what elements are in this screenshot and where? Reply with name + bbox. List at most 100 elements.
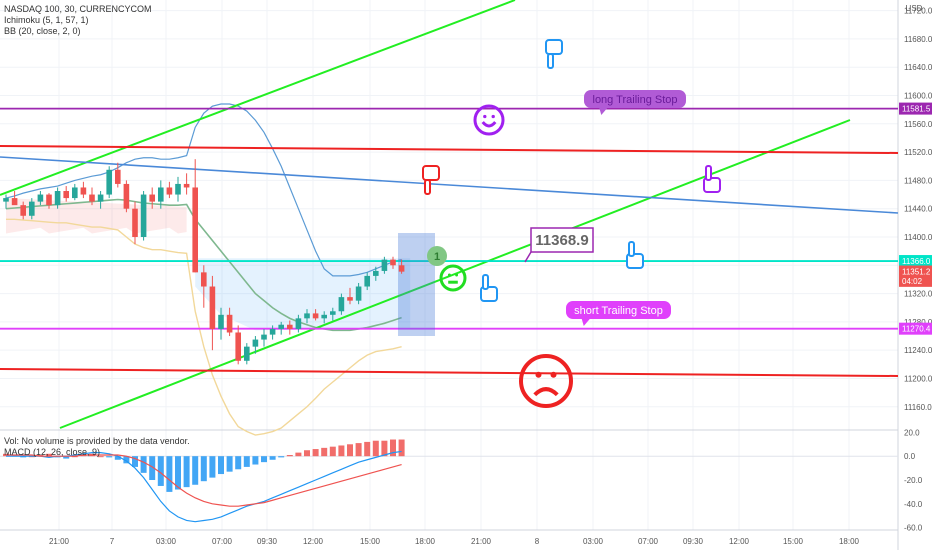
position-box bbox=[398, 233, 435, 336]
currency-label: USD bbox=[906, 4, 923, 13]
macd-histogram-bar bbox=[347, 444, 353, 457]
macd-histogram-bar bbox=[209, 456, 216, 478]
price-tick-label: 11280.0 bbox=[904, 318, 932, 327]
price-tick-label: 11240.0 bbox=[904, 346, 932, 355]
macd-histogram-bar bbox=[132, 456, 138, 467]
time-tick-label: 21:00 bbox=[471, 537, 492, 546]
macd-histogram-bar bbox=[364, 441, 371, 457]
marker-bubble bbox=[427, 246, 447, 266]
macd-signal-line bbox=[6, 454, 402, 507]
time-tick-label: 7 bbox=[110, 537, 115, 546]
sad-face-icon-eye-l bbox=[535, 371, 542, 378]
time-tick-label: 07:00 bbox=[212, 537, 233, 546]
price-label-tag bbox=[899, 255, 932, 268]
time-tick-label: 09:30 bbox=[257, 537, 278, 546]
macd-line bbox=[6, 450, 402, 523]
macd-histogram-bar bbox=[278, 456, 285, 458]
candle-body bbox=[390, 259, 396, 266]
candle-body bbox=[218, 314, 224, 329]
candle-body bbox=[321, 314, 327, 319]
price-label-tag bbox=[899, 322, 932, 335]
price-tick-label: 11320.0 bbox=[904, 290, 932, 299]
neutral-face-icon-eye-l bbox=[447, 273, 451, 277]
hand-pointer-down-icon bbox=[545, 39, 563, 69]
candle-body bbox=[398, 265, 405, 272]
candle-body bbox=[20, 205, 26, 216]
candle-body bbox=[269, 328, 276, 335]
price-callout-box bbox=[530, 227, 594, 253]
sad-face-icon-eye-r bbox=[550, 371, 557, 378]
candle-body bbox=[261, 334, 267, 340]
candle-body bbox=[72, 187, 78, 199]
happy-face-icon-eye-r bbox=[491, 114, 495, 119]
time-tick-label: 09:30 bbox=[683, 537, 704, 546]
candle-body bbox=[132, 208, 138, 237]
hand-pointer-purple-icon bbox=[703, 165, 721, 193]
candle-body bbox=[149, 194, 155, 202]
trendline-lower-green bbox=[59, 119, 851, 429]
macd-histogram-bar bbox=[192, 456, 199, 485]
macd-histogram-bar bbox=[218, 456, 224, 475]
candle-body bbox=[338, 297, 345, 312]
candle-body bbox=[192, 187, 198, 273]
candle-body bbox=[158, 187, 164, 202]
macd-histogram-bar bbox=[106, 456, 113, 458]
macd-histogram-bar bbox=[97, 456, 104, 458]
trendline-blue bbox=[0, 156, 899, 214]
macd-histogram-bar bbox=[398, 439, 405, 457]
candle-body bbox=[278, 324, 284, 329]
macd-title: MACD (12, 26, close, 9) bbox=[4, 447, 101, 457]
time-tick-label: 18:00 bbox=[415, 537, 436, 546]
candle-body bbox=[244, 346, 250, 361]
macd-histogram-bar bbox=[261, 456, 267, 463]
macd-histogram-bar bbox=[157, 456, 164, 486]
candle-body bbox=[355, 286, 362, 301]
indicator-ichimoku: Ichimoku (5, 1, 57, 1) bbox=[4, 15, 89, 25]
marker-bubble-label: 1 bbox=[434, 251, 440, 263]
happy-face-icon-eye-l bbox=[483, 114, 487, 119]
long-stop-callout-box bbox=[584, 90, 686, 108]
price-label-text: 04:02 bbox=[902, 277, 923, 286]
price-label-tag bbox=[899, 102, 932, 115]
macd-histogram-bar bbox=[114, 456, 121, 460]
candle-body bbox=[63, 191, 69, 199]
hand-pointer-down-red-icon bbox=[422, 165, 440, 195]
candle-body bbox=[287, 324, 293, 329]
chart-legend: NASDAQ 100, 30, CURRENCYCOM Ichimoku (5,… bbox=[4, 4, 152, 37]
happy-face-icon bbox=[473, 104, 505, 136]
macd-histogram-bar bbox=[295, 452, 302, 457]
candle-body bbox=[11, 198, 18, 206]
candle-body bbox=[166, 187, 173, 195]
volume-note: Vol: No volume is provided by the data v… bbox=[4, 436, 190, 446]
macd-histogram-bar bbox=[235, 456, 242, 470]
price-label-text: 11581.5 bbox=[902, 105, 931, 114]
price-callout-label: 11368.9 bbox=[535, 232, 588, 249]
hand-pointer-up-icon bbox=[626, 241, 644, 269]
candle-body bbox=[140, 194, 147, 237]
candle-body bbox=[54, 191, 61, 206]
time-tick-label: 21:00 bbox=[49, 537, 70, 546]
neutral-face-icon bbox=[439, 264, 467, 292]
hand-pointer-up-icon-2 bbox=[480, 274, 498, 302]
resistance-red bbox=[0, 145, 899, 154]
macd-tick-label: 0.0 bbox=[904, 452, 916, 461]
short-stop-callout-tail bbox=[581, 319, 590, 326]
happy-face-icon-mouth bbox=[481, 121, 497, 128]
macd-histogram-bar bbox=[312, 449, 319, 457]
candle-body bbox=[3, 198, 9, 202]
price-tick-label: 11600.0 bbox=[904, 92, 932, 101]
macd-histogram-bar bbox=[175, 456, 181, 490]
macd-histogram-bar bbox=[269, 456, 276, 460]
price-label-tag bbox=[899, 265, 932, 278]
macd-histogram-bar bbox=[183, 456, 190, 488]
candle-body bbox=[123, 183, 130, 209]
macd-histogram-bar bbox=[329, 446, 336, 457]
macd-histogram-bar bbox=[226, 456, 233, 472]
candle-body bbox=[175, 183, 181, 195]
candle-body bbox=[106, 169, 112, 195]
macd-histogram-bar bbox=[338, 445, 345, 457]
time-tick-label: 07:00 bbox=[638, 537, 659, 546]
price-tick-label: 11680.0 bbox=[904, 35, 932, 44]
